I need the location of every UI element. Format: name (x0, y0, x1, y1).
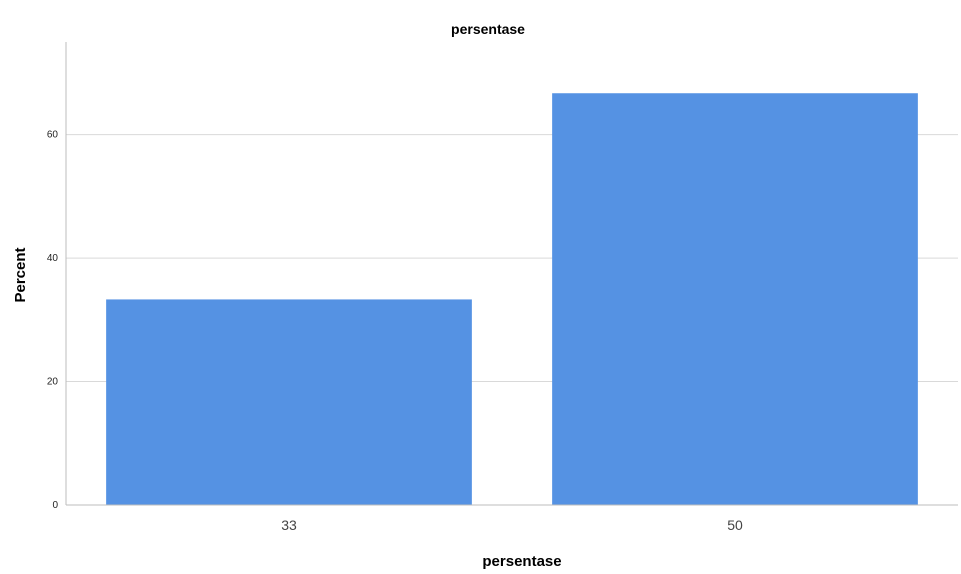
y-tick-label: 40 (47, 253, 59, 264)
y-tick-label: 60 (47, 130, 59, 141)
y-axis-title: Percent (12, 247, 29, 302)
x-axis-title: persentase (482, 553, 561, 569)
x-tick-label: 33 (281, 517, 297, 533)
bar-33 (106, 299, 472, 505)
x-tick-label: 50 (727, 517, 743, 533)
y-tick-label: 20 (47, 377, 59, 388)
bars (106, 93, 918, 505)
tick-labels: 0 20 40 60 33 50 (47, 130, 743, 533)
y-tick-label: 0 (52, 500, 58, 511)
bar-50 (552, 93, 918, 505)
chart-title: persentase (451, 21, 525, 37)
axes (65, 42, 958, 506)
